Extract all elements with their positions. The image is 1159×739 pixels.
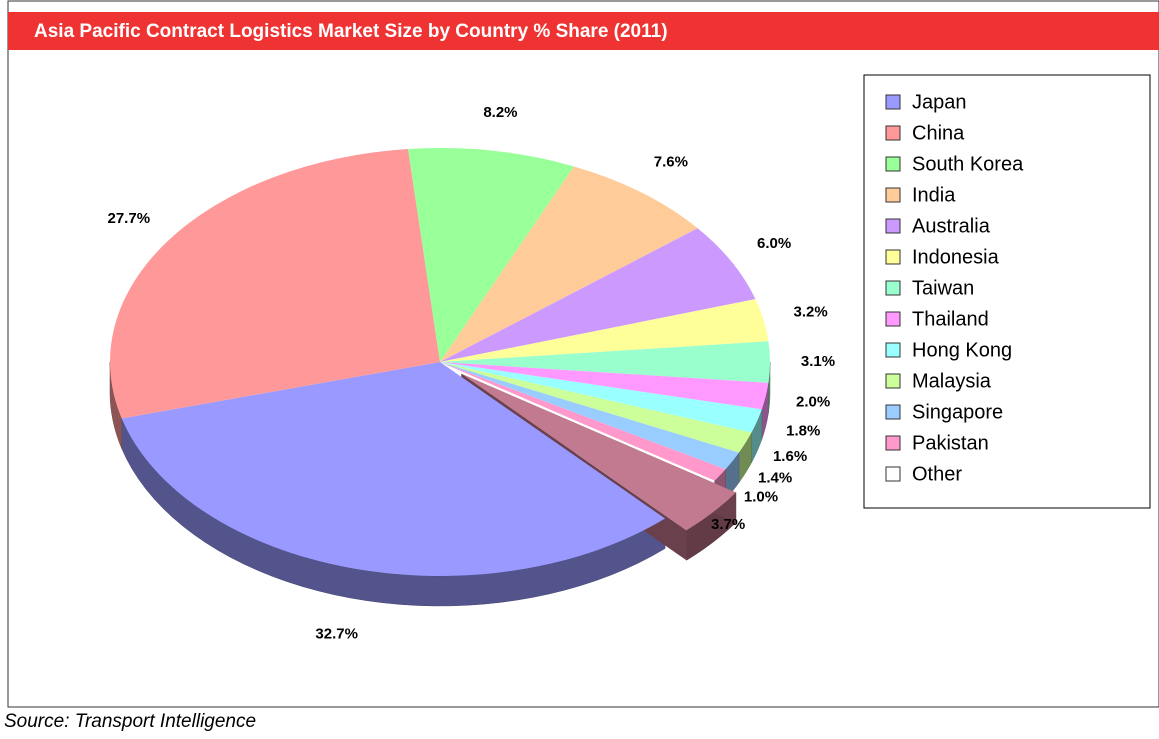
pie: 32.7% 27.7% 8.2% 7.6% 6.0% 3.2% 3.1% 2.0% 1.8% 1.… (108, 104, 836, 642)
legend-swatch (885, 249, 901, 265)
chart-title: Asia Pacific Contract Logistics Market S… (34, 21, 668, 42)
legend-label: China (912, 122, 965, 144)
data-label: 2.0% (796, 393, 830, 410)
data-label: 7.6% (654, 153, 688, 170)
data-label: 1.4% (758, 470, 792, 487)
legend-label: Thailand (912, 308, 989, 330)
legend-swatch (885, 373, 901, 389)
slice (440, 362, 762, 433)
data-label: 8.2% (483, 104, 517, 121)
legend-swatch (885, 342, 901, 358)
data-label: 3.2% (794, 304, 828, 321)
legend-swatch (885, 280, 901, 296)
legend-swatch (885, 156, 901, 172)
data-label: 6.0% (757, 235, 791, 252)
slice (440, 362, 752, 453)
legend-label: Hong Kong (912, 339, 1012, 361)
legend-swatch (885, 404, 901, 420)
legend-swatch (885, 466, 901, 482)
slice (440, 166, 698, 362)
legend-swatch (885, 435, 901, 451)
slice (408, 148, 575, 362)
slice (461, 373, 736, 531)
legend-label: Other (912, 463, 962, 485)
legend-swatch (885, 311, 901, 327)
data-label: 3.7% (711, 516, 745, 533)
legend-swatch (885, 218, 901, 234)
legend-label: Singapore (912, 401, 1003, 423)
legend-label: Japan (912, 91, 967, 113)
legend-label: South Korea (912, 153, 1024, 175)
title-bar (8, 12, 1159, 50)
data-label: 3.1% (801, 353, 835, 370)
data-label: 27.7% (108, 210, 151, 227)
legend-label: India (912, 184, 956, 206)
data-label: 1.6% (773, 448, 807, 465)
legend-label: Pakistan (912, 432, 989, 454)
legend-label: Indonesia (912, 246, 1000, 268)
legend-label: Taiwan (912, 277, 974, 299)
source-note: Source: Transport Intelligence (4, 711, 256, 732)
legend-label: Malaysia (912, 370, 992, 392)
slice (121, 362, 666, 576)
legend-swatch (885, 187, 901, 203)
legend-box (863, 74, 1151, 509)
data-label: 1.0% (744, 489, 778, 506)
slice (440, 341, 770, 383)
legend: Japan China South Korea India Australia Indon… (885, 91, 1024, 485)
slice (440, 362, 739, 470)
data-label: 32.7% (315, 625, 358, 642)
slice (440, 299, 769, 362)
legend-swatch (885, 125, 901, 141)
slice (440, 362, 726, 481)
slice (440, 228, 756, 362)
slice (440, 362, 769, 410)
legend-swatch (885, 94, 901, 110)
legend-label: Australia (912, 215, 991, 237)
data-label: 1.8% (786, 423, 820, 440)
slice (109, 149, 440, 419)
